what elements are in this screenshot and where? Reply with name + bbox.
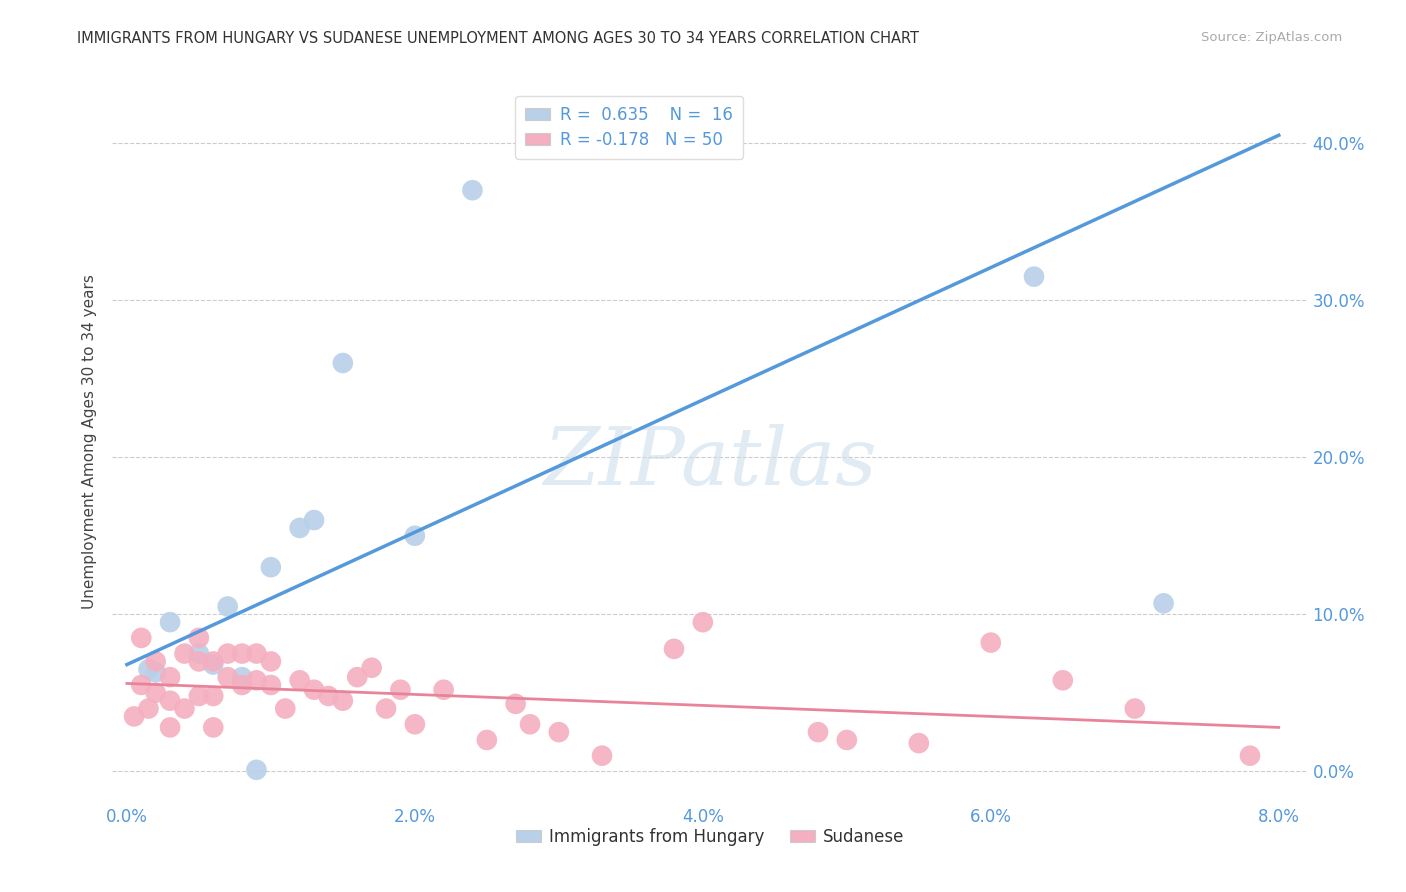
- Point: [260, 560, 283, 574]
- Point: [302, 682, 325, 697]
- Point: [173, 701, 195, 715]
- Point: [231, 670, 253, 684]
- Point: [260, 655, 283, 669]
- Point: [591, 748, 613, 763]
- Point: [231, 647, 253, 661]
- Point: [187, 647, 209, 661]
- Point: [907, 736, 929, 750]
- Text: Source: ZipAtlas.com: Source: ZipAtlas.com: [1202, 31, 1343, 45]
- Point: [274, 701, 297, 715]
- Point: [1022, 269, 1045, 284]
- Point: [187, 689, 209, 703]
- Point: [129, 678, 152, 692]
- Point: [807, 725, 830, 739]
- Legend: Immigrants from Hungary, Sudanese: Immigrants from Hungary, Sudanese: [509, 821, 911, 852]
- Point: [129, 631, 152, 645]
- Point: [519, 717, 541, 731]
- Point: [980, 635, 1002, 649]
- Point: [202, 657, 225, 672]
- Point: [835, 733, 858, 747]
- Point: [245, 763, 267, 777]
- Point: [159, 694, 181, 708]
- Point: [145, 665, 167, 680]
- Point: [662, 641, 685, 656]
- Point: [231, 678, 253, 692]
- Text: IMMIGRANTS FROM HUNGARY VS SUDANESE UNEMPLOYMENT AMONG AGES 30 TO 34 YEARS CORRE: IMMIGRANTS FROM HUNGARY VS SUDANESE UNEM…: [77, 31, 920, 46]
- Point: [245, 673, 267, 688]
- Point: [461, 183, 484, 197]
- Point: [187, 631, 209, 645]
- Point: [202, 720, 225, 734]
- Point: [1123, 701, 1146, 715]
- Point: [138, 701, 160, 715]
- Point: [389, 682, 412, 697]
- Point: [318, 689, 340, 703]
- Point: [505, 697, 527, 711]
- Point: [375, 701, 398, 715]
- Point: [145, 686, 167, 700]
- Point: [217, 670, 239, 684]
- Point: [288, 673, 311, 688]
- Point: [475, 733, 498, 747]
- Point: [245, 647, 267, 661]
- Point: [433, 682, 456, 697]
- Point: [1052, 673, 1074, 688]
- Point: [1153, 596, 1175, 610]
- Point: [145, 655, 167, 669]
- Point: [159, 720, 181, 734]
- Point: [217, 647, 239, 661]
- Point: [159, 615, 181, 630]
- Point: [202, 689, 225, 703]
- Point: [346, 670, 368, 684]
- Point: [217, 599, 239, 614]
- Point: [122, 709, 145, 723]
- Point: [360, 661, 382, 675]
- Point: [173, 647, 195, 661]
- Y-axis label: Unemployment Among Ages 30 to 34 years: Unemployment Among Ages 30 to 34 years: [82, 274, 97, 609]
- Point: [332, 694, 354, 708]
- Point: [288, 521, 311, 535]
- Point: [332, 356, 354, 370]
- Point: [404, 529, 426, 543]
- Point: [138, 662, 160, 676]
- Point: [404, 717, 426, 731]
- Text: ZIPatlas: ZIPatlas: [543, 425, 877, 502]
- Point: [159, 670, 181, 684]
- Point: [260, 678, 283, 692]
- Point: [187, 655, 209, 669]
- Point: [202, 655, 225, 669]
- Point: [692, 615, 714, 630]
- Point: [547, 725, 569, 739]
- Point: [302, 513, 325, 527]
- Point: [1239, 748, 1261, 763]
